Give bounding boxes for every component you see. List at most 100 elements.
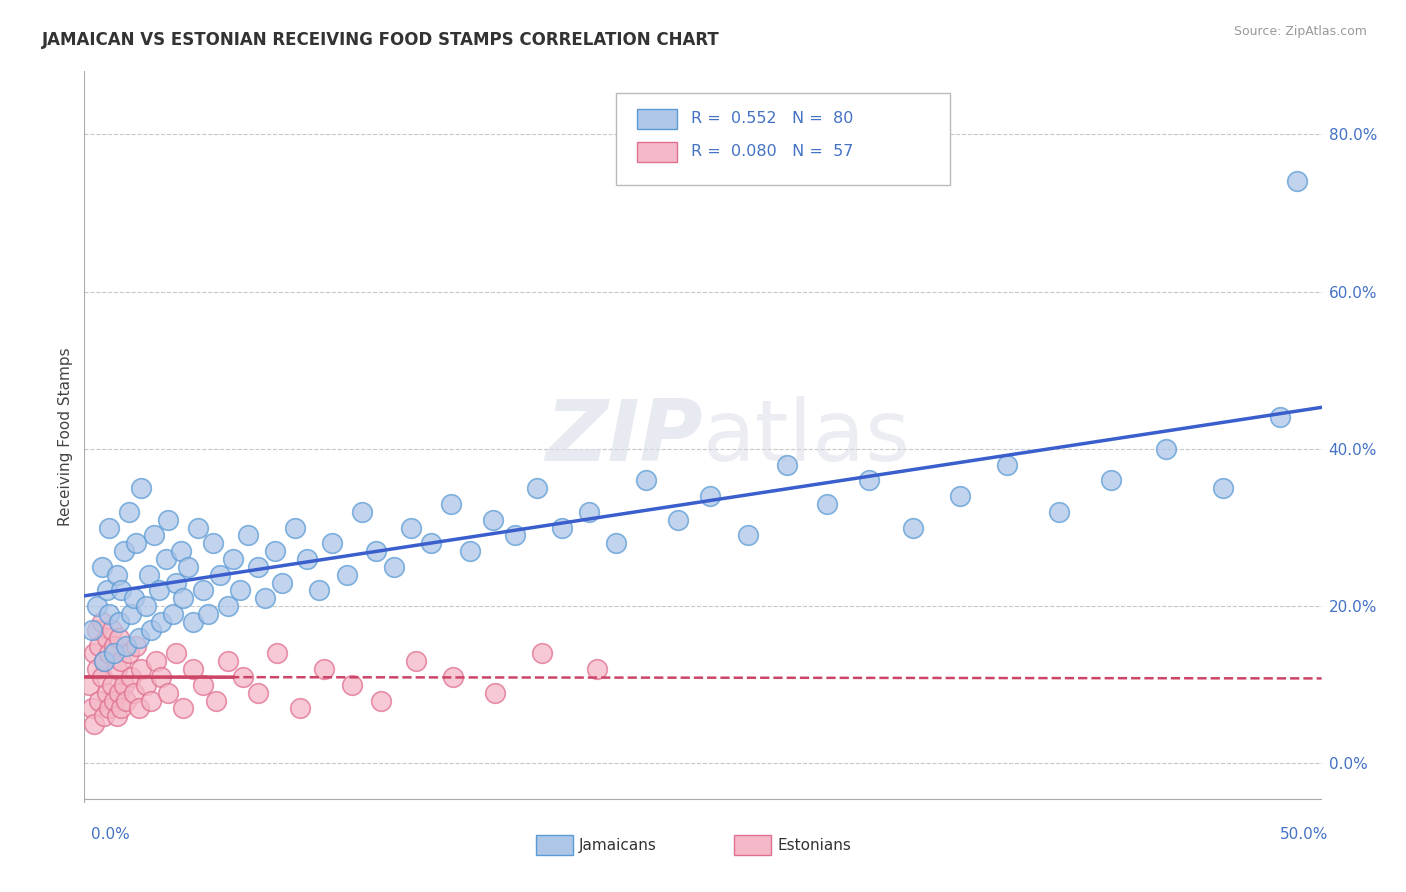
Point <box>135 599 157 614</box>
Point <box>125 639 148 653</box>
Point <box>129 481 152 495</box>
Point <box>110 701 132 715</box>
Point <box>503 528 526 542</box>
Point <box>103 693 125 707</box>
Point <box>253 591 276 606</box>
Point <box>217 654 239 668</box>
Point <box>118 505 141 519</box>
Point <box>209 567 232 582</box>
Point <box>93 654 115 668</box>
Text: 50.0%: 50.0% <box>1281 827 1329 841</box>
Text: R =  0.080   N =  57: R = 0.080 N = 57 <box>690 145 853 160</box>
Point <box>439 497 461 511</box>
Point <box>105 567 128 582</box>
Point <box>145 654 167 668</box>
Point <box>112 678 135 692</box>
Point <box>162 607 184 621</box>
Point <box>1268 410 1291 425</box>
Point <box>585 662 607 676</box>
Point <box>264 544 287 558</box>
Point <box>271 575 294 590</box>
Point <box>80 623 103 637</box>
Point <box>90 615 112 629</box>
Point <box>288 701 311 715</box>
Point <box>419 536 441 550</box>
Point <box>1099 473 1122 487</box>
Point <box>135 678 157 692</box>
Point <box>187 520 209 534</box>
Point <box>858 473 880 487</box>
Point <box>666 513 689 527</box>
Point <box>370 693 392 707</box>
Text: Source: ZipAtlas.com: Source: ZipAtlas.com <box>1233 25 1367 38</box>
Point <box>115 639 138 653</box>
FancyBboxPatch shape <box>637 109 678 129</box>
Point <box>699 489 721 503</box>
Point <box>217 599 239 614</box>
Point <box>90 670 112 684</box>
Point <box>108 615 131 629</box>
Point <box>165 575 187 590</box>
Text: atlas: atlas <box>703 395 911 479</box>
Point <box>103 639 125 653</box>
Point <box>148 583 170 598</box>
Point <box>366 544 388 558</box>
Point <box>96 686 118 700</box>
Point <box>86 623 108 637</box>
Point <box>1285 174 1308 188</box>
Point <box>108 686 131 700</box>
Point <box>266 646 288 660</box>
Point <box>98 607 121 621</box>
Point <box>399 520 422 534</box>
Point <box>321 536 343 550</box>
Point <box>1047 505 1070 519</box>
Point <box>350 505 373 519</box>
Point <box>90 559 112 574</box>
Point <box>105 709 128 723</box>
Point <box>229 583 252 598</box>
Point <box>903 520 925 534</box>
Point <box>120 607 142 621</box>
Point <box>155 552 177 566</box>
Point <box>246 559 269 574</box>
Point <box>138 567 160 582</box>
Point <box>172 701 194 715</box>
Point <box>157 513 180 527</box>
Point <box>122 591 145 606</box>
Point <box>336 567 359 582</box>
Point <box>776 458 799 472</box>
Point <box>405 654 427 668</box>
Point <box>150 670 173 684</box>
Point <box>314 662 336 676</box>
Point <box>93 654 115 668</box>
Point <box>340 678 363 692</box>
Point <box>128 701 150 715</box>
Point <box>815 497 838 511</box>
Text: JAMAICAN VS ESTONIAN RECEIVING FOOD STAMPS CORRELATION CHART: JAMAICAN VS ESTONIAN RECEIVING FOOD STAM… <box>42 31 720 49</box>
Point <box>531 646 554 660</box>
Point <box>142 528 165 542</box>
Point <box>120 670 142 684</box>
Point <box>197 607 219 621</box>
Point <box>86 599 108 614</box>
Point <box>551 520 574 534</box>
Point <box>308 583 330 598</box>
Point <box>165 646 187 660</box>
Point <box>526 481 548 495</box>
Point <box>172 591 194 606</box>
Point <box>93 709 115 723</box>
Point <box>202 536 225 550</box>
FancyBboxPatch shape <box>616 94 950 185</box>
Point <box>284 520 307 534</box>
Point <box>441 670 464 684</box>
Point <box>105 662 128 676</box>
Point <box>578 505 600 519</box>
Point <box>232 670 254 684</box>
FancyBboxPatch shape <box>637 142 678 162</box>
Point <box>170 544 193 558</box>
Point <box>995 458 1018 472</box>
Point <box>141 623 163 637</box>
Point <box>100 623 122 637</box>
Point <box>122 686 145 700</box>
Point <box>1212 481 1234 495</box>
